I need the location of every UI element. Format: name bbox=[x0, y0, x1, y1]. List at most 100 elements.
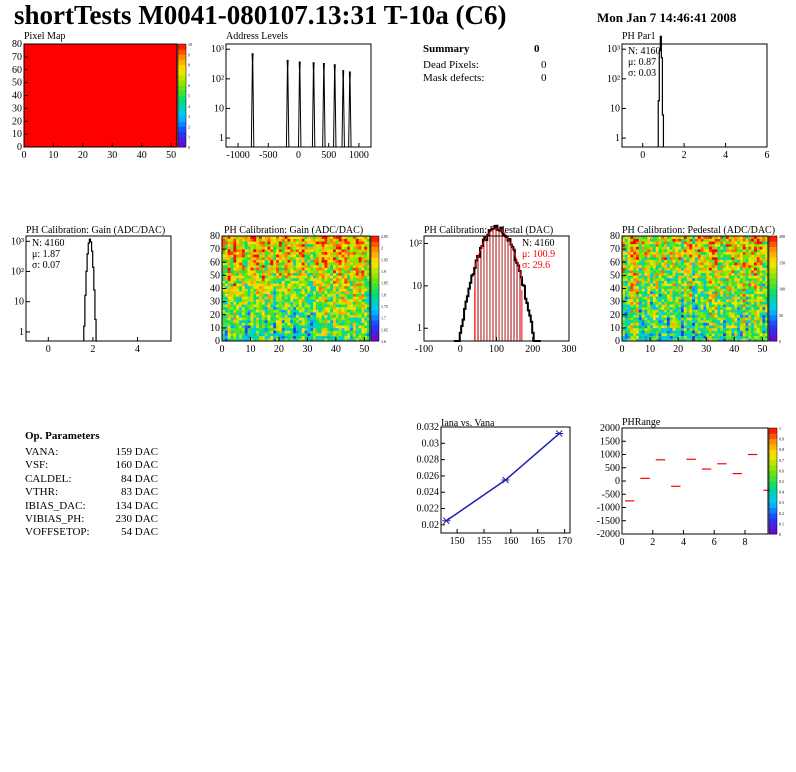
heatmap-cell bbox=[313, 306, 317, 310]
heatmap-cell bbox=[361, 270, 365, 274]
heatmap-cell bbox=[658, 333, 662, 337]
heatmap-cell bbox=[233, 236, 237, 239]
heatmap-cell bbox=[728, 327, 732, 331]
heatmap-cell bbox=[313, 249, 317, 253]
heatmap-cell bbox=[250, 267, 254, 271]
heatmap-cell bbox=[327, 288, 331, 292]
heatmap-cell bbox=[224, 335, 228, 339]
heatmap-cell bbox=[711, 322, 715, 326]
heatmap-cell bbox=[256, 312, 260, 316]
heatmap-cell bbox=[273, 288, 277, 292]
heatmap-cell bbox=[304, 246, 308, 250]
heatmap-cell bbox=[256, 238, 260, 242]
heatmap-cell bbox=[720, 272, 724, 276]
heatmap-cell bbox=[711, 251, 715, 255]
heatmap-cell bbox=[276, 278, 280, 281]
heatmap-cell bbox=[287, 270, 291, 274]
heatmap-cell bbox=[692, 306, 696, 310]
heatmap-cell bbox=[222, 259, 226, 263]
heatmap-cell bbox=[330, 293, 334, 297]
heatmap-cell bbox=[753, 246, 758, 250]
heatmap-cell bbox=[259, 299, 263, 302]
heatmap-cell bbox=[352, 254, 357, 258]
heatmap-cell bbox=[293, 243, 297, 247]
heatmap-cell bbox=[364, 317, 368, 321]
heatmap-cell bbox=[321, 306, 325, 310]
heatmap-cell bbox=[281, 249, 285, 253]
heatmap-cell bbox=[675, 246, 679, 250]
heatmap-cell bbox=[689, 306, 693, 310]
heatmap-cell bbox=[301, 241, 305, 245]
y-tick-label: 1000 bbox=[600, 450, 620, 461]
heatmap-cell bbox=[745, 314, 749, 318]
heatmap-cell bbox=[686, 304, 690, 308]
heatmap-cell bbox=[287, 262, 291, 266]
heatmap-cell bbox=[298, 299, 302, 302]
y-tick-label: 0 bbox=[17, 142, 22, 153]
heatmap-cell bbox=[756, 259, 760, 263]
heatmap-cell bbox=[267, 267, 271, 271]
heatmap-cell bbox=[333, 262, 337, 266]
heatmap-cell bbox=[247, 283, 251, 287]
heatmap-cell bbox=[307, 296, 311, 300]
heatmap-cell bbox=[756, 306, 760, 310]
heatmap-cell bbox=[261, 304, 265, 308]
heatmap-cell bbox=[720, 275, 724, 279]
palette-cell bbox=[178, 136, 186, 143]
heatmap-cell bbox=[717, 241, 721, 245]
heatmap-cell bbox=[335, 236, 339, 239]
heatmap-cell bbox=[301, 304, 305, 308]
heatmap-cell bbox=[261, 330, 265, 334]
heatmap-cell bbox=[759, 330, 763, 334]
heatmap-cell bbox=[658, 243, 662, 247]
heatmap-cell bbox=[230, 314, 234, 318]
heatmap-cell bbox=[224, 243, 228, 247]
heatmap-cell bbox=[259, 288, 263, 292]
heatmap-cell bbox=[706, 304, 710, 308]
heatmap-cell bbox=[273, 267, 277, 271]
heatmap-cell bbox=[641, 291, 645, 295]
heatmap-cell bbox=[250, 270, 254, 274]
heatmap-cell bbox=[247, 285, 251, 289]
heatmap-cell bbox=[230, 238, 234, 242]
heatmap-cell bbox=[720, 291, 724, 295]
heatmap-cell bbox=[765, 314, 769, 318]
heatmap-cell bbox=[661, 285, 665, 289]
heatmap-cell bbox=[278, 335, 283, 339]
heatmap-cell bbox=[627, 335, 631, 339]
heatmap-cell bbox=[358, 293, 362, 297]
heatmap-cell bbox=[318, 299, 322, 302]
heatmap-cell bbox=[313, 291, 317, 295]
heatmap-cell bbox=[267, 288, 271, 292]
heatmap-cell bbox=[762, 299, 766, 302]
heatmap-cell bbox=[241, 280, 246, 284]
heatmap-cell bbox=[680, 299, 685, 302]
heatmap-cell bbox=[661, 249, 665, 253]
heatmap-cell bbox=[330, 304, 334, 308]
heatmap-cell bbox=[236, 264, 240, 268]
heatmap-cell bbox=[742, 333, 746, 337]
heatmap-cell bbox=[753, 285, 758, 289]
heatmap-cell bbox=[658, 296, 662, 300]
heatmap-cell bbox=[270, 301, 274, 305]
heatmap-cell bbox=[335, 330, 339, 334]
heatmap-cell bbox=[706, 238, 710, 242]
heatmap-cell bbox=[675, 285, 679, 289]
heatmap-cell bbox=[672, 254, 676, 258]
heatmap-cell bbox=[239, 322, 243, 326]
heatmap-cell bbox=[296, 270, 300, 274]
heatmap-cell bbox=[293, 338, 297, 342]
heatmap-cell bbox=[745, 301, 749, 305]
heatmap-cell bbox=[627, 275, 631, 279]
heatmap-cell bbox=[350, 304, 354, 308]
heatmap-cell bbox=[728, 238, 732, 242]
heatmap-cell bbox=[624, 301, 628, 305]
heatmap-cell bbox=[638, 262, 642, 266]
heatmap-cell bbox=[313, 322, 317, 326]
heatmap-cell bbox=[281, 338, 285, 342]
heatmap-cell bbox=[622, 259, 626, 263]
heatmap-cell bbox=[675, 304, 679, 308]
heatmap-cell bbox=[762, 259, 766, 263]
heatmap-cell bbox=[751, 296, 755, 300]
heatmap-cell bbox=[669, 254, 673, 258]
